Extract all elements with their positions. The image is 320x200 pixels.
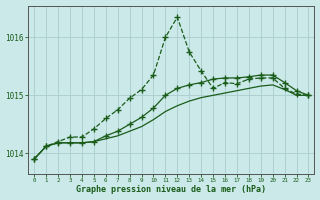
X-axis label: Graphe pression niveau de la mer (hPa): Graphe pression niveau de la mer (hPa) (76, 185, 266, 194)
